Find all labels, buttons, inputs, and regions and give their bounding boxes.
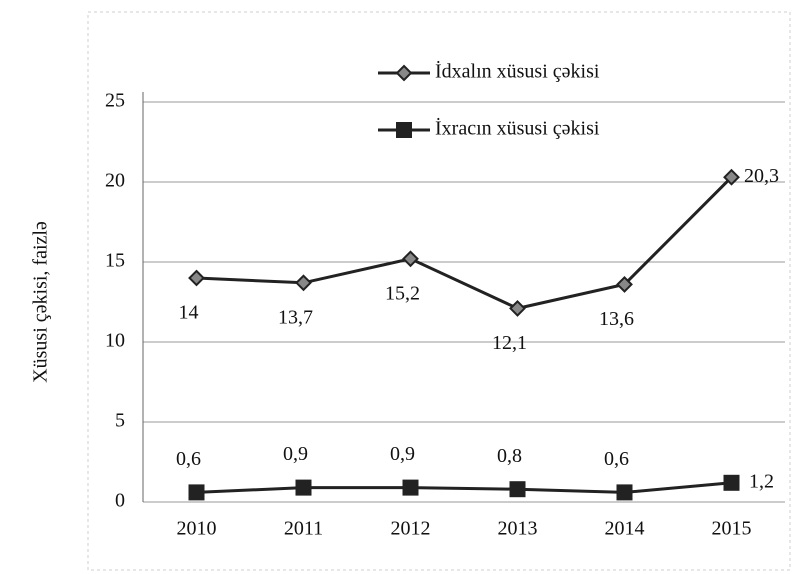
x-tick-label: 2013 xyxy=(498,518,538,540)
y-tick-label: 10 xyxy=(105,330,125,352)
legend-marker xyxy=(395,64,413,82)
data-label: 13,6 xyxy=(599,308,634,330)
point xyxy=(616,275,633,293)
x-tick-label: 2014 xyxy=(605,518,645,540)
point xyxy=(295,479,312,496)
point xyxy=(509,299,526,317)
point xyxy=(616,484,633,501)
x-tick-label: 2012 xyxy=(391,518,431,540)
y-tick-label: 15 xyxy=(105,250,125,272)
point xyxy=(723,168,740,186)
data-label: 0,6 xyxy=(604,448,629,470)
legend-marker xyxy=(396,122,412,138)
data-label: 15,2 xyxy=(385,282,420,304)
data-label: 13,7 xyxy=(278,306,313,328)
data-label: 12,1 xyxy=(492,332,527,354)
point xyxy=(402,479,419,496)
point xyxy=(295,274,312,292)
series-line xyxy=(196,481,732,494)
legend-label: İxracın xüsusi çəkisi xyxy=(435,117,600,140)
y-tick-label: 20 xyxy=(105,170,125,192)
chart-frame xyxy=(87,11,791,571)
y-tick-label: 25 xyxy=(105,90,125,112)
x-tick-label: 2011 xyxy=(284,518,323,540)
data-label: 0,9 xyxy=(283,443,308,465)
point xyxy=(188,269,205,287)
x-tick-label: 2015 xyxy=(712,518,752,540)
x-tick-label: 2010 xyxy=(177,518,217,540)
data-label: 1,2 xyxy=(749,470,774,492)
data-label: 20,3 xyxy=(744,165,779,187)
data-label: 0,6 xyxy=(176,448,201,470)
data-label: 0,8 xyxy=(497,445,522,467)
point xyxy=(509,481,526,498)
y-axis-label: Xüsusi çəkisi, faizlə xyxy=(30,221,52,383)
data-label: 0,9 xyxy=(390,443,415,465)
data-label: 14 xyxy=(179,302,199,324)
point xyxy=(723,474,740,491)
point xyxy=(402,250,419,268)
point xyxy=(188,484,205,501)
y-tick-label: 5 xyxy=(115,410,125,432)
series-line xyxy=(196,176,733,310)
legend-label: İdxalın xüsusi çəkisi xyxy=(435,60,600,83)
y-tick-label: 0 xyxy=(115,490,125,512)
